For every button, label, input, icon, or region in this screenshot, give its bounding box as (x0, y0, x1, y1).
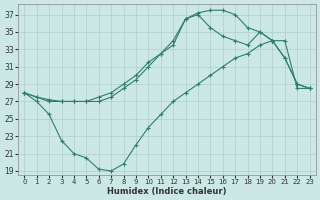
X-axis label: Humidex (Indice chaleur): Humidex (Indice chaleur) (107, 187, 227, 196)
